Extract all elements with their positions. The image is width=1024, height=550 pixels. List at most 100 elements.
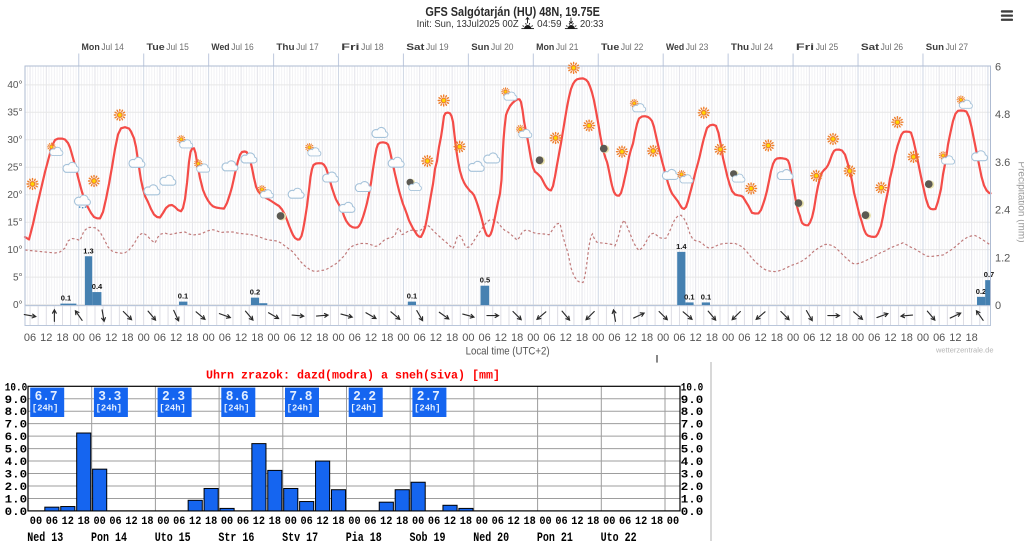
svg-text:[24h]: [24h] <box>287 403 314 413</box>
svg-text:06: 06 <box>364 516 376 528</box>
svg-text:00: 00 <box>348 516 360 528</box>
svg-text:Sob 19: Sob 19 <box>410 531 446 545</box>
svg-text:0.7: 0.7 <box>984 270 994 279</box>
svg-text:Fri: Fri <box>341 42 359 53</box>
svg-text:00: 00 <box>917 332 929 344</box>
svg-text:10°: 10° <box>7 245 22 256</box>
svg-text:18: 18 <box>186 332 198 344</box>
svg-text:Ned 20: Ned 20 <box>473 531 509 545</box>
svg-text:18: 18 <box>396 516 409 528</box>
svg-text:35°: 35° <box>7 108 22 119</box>
svg-text:4.0: 4.0 <box>681 457 704 469</box>
svg-text:Sat: Sat <box>861 42 880 53</box>
svg-text:0.1: 0.1 <box>61 294 71 303</box>
svg-text:5.0: 5.0 <box>5 445 28 457</box>
svg-text:12: 12 <box>125 516 137 528</box>
svg-text:18: 18 <box>316 332 328 344</box>
svg-text:12: 12 <box>316 516 328 528</box>
svg-text:3.0: 3.0 <box>5 470 28 482</box>
svg-text:Local time (UTC+2): Local time (UTC+2) <box>466 345 550 357</box>
svg-text:0.0: 0.0 <box>5 507 28 519</box>
svg-text:00: 00 <box>412 516 424 528</box>
svg-text:12: 12 <box>40 332 52 344</box>
svg-text:0.1: 0.1 <box>684 292 694 301</box>
svg-text:Sat: Sat <box>406 42 425 53</box>
svg-text:0.2: 0.2 <box>976 287 986 296</box>
svg-text:6.0: 6.0 <box>681 432 704 444</box>
svg-text:12: 12 <box>495 332 507 344</box>
svg-text:12: 12 <box>105 332 117 344</box>
svg-text:18: 18 <box>141 516 154 528</box>
svg-text:Jul 16: Jul 16 <box>231 42 254 53</box>
svg-text:Jul 17: Jul 17 <box>296 42 319 53</box>
svg-text:Jul 20: Jul 20 <box>491 42 514 53</box>
svg-text:06: 06 <box>237 516 249 528</box>
svg-text:00: 00 <box>397 332 409 344</box>
svg-text:06: 06 <box>284 332 296 344</box>
svg-text:5°: 5° <box>13 273 23 284</box>
svg-text:18: 18 <box>836 332 848 344</box>
svg-text:00: 00 <box>138 332 150 344</box>
svg-text:Pia 18: Pia 18 <box>346 531 382 545</box>
svg-text:12: 12 <box>235 332 247 344</box>
svg-text:06: 06 <box>673 332 685 344</box>
svg-text:2.0: 2.0 <box>681 482 704 494</box>
svg-text:18: 18 <box>460 516 473 528</box>
svg-text:Init: Sun, 13Jul2025 00Z: Init: Sun, 13Jul2025 00Z <box>417 19 519 30</box>
svg-text:18: 18 <box>251 332 263 344</box>
svg-text:00: 00 <box>462 332 474 344</box>
svg-text:18: 18 <box>511 332 523 344</box>
svg-text:Ned 13: Ned 13 <box>27 531 63 545</box>
svg-text:12: 12 <box>571 516 583 528</box>
svg-text:Precipitation (mm): Precipitation (mm) <box>1016 161 1024 242</box>
svg-text:Wed: Wed <box>666 42 684 53</box>
svg-text:Mon: Mon <box>82 42 100 53</box>
svg-text:7.0: 7.0 <box>681 420 704 432</box>
svg-text:12: 12 <box>884 332 896 344</box>
svg-text:00: 00 <box>787 332 799 344</box>
svg-text:00: 00 <box>267 332 279 344</box>
svg-text:25°: 25° <box>7 163 22 174</box>
svg-text:8.0: 8.0 <box>5 407 28 419</box>
svg-text:18: 18 <box>576 332 588 344</box>
svg-text:12: 12 <box>380 516 392 528</box>
svg-text:06: 06 <box>492 516 504 528</box>
svg-text:0.4: 0.4 <box>92 282 103 291</box>
svg-text:12: 12 <box>754 332 766 344</box>
svg-text:18: 18 <box>332 516 345 528</box>
svg-text:00: 00 <box>527 332 539 344</box>
svg-text:00: 00 <box>94 516 106 528</box>
svg-text:06: 06 <box>24 332 36 344</box>
svg-text:Tue: Tue <box>601 42 619 53</box>
svg-text:00: 00 <box>73 332 85 344</box>
svg-text:Jul 21: Jul 21 <box>556 42 579 53</box>
svg-text:12: 12 <box>170 332 182 344</box>
svg-text:15°: 15° <box>7 218 22 229</box>
svg-text:12: 12 <box>444 516 456 528</box>
svg-text:18: 18 <box>587 516 600 528</box>
svg-text:0.0: 0.0 <box>681 507 704 519</box>
svg-text:Pon 14: Pon 14 <box>91 531 127 545</box>
svg-text:12: 12 <box>365 332 377 344</box>
svg-text:18: 18 <box>966 332 978 344</box>
svg-text:1.2: 1.2 <box>995 252 1010 264</box>
svg-text:10.0: 10.0 <box>5 382 28 394</box>
svg-text:00: 00 <box>657 332 669 344</box>
svg-text:Jul 19: Jul 19 <box>426 42 449 53</box>
svg-text:06: 06 <box>89 332 101 344</box>
svg-text:06: 06 <box>154 332 166 344</box>
svg-text:12: 12 <box>819 332 831 344</box>
svg-text:4.0: 4.0 <box>5 457 28 469</box>
svg-text:[24h]: [24h] <box>223 403 250 413</box>
svg-text:2.0: 2.0 <box>5 482 28 494</box>
svg-text:[24h]: [24h] <box>96 403 123 413</box>
svg-text:Jul 23: Jul 23 <box>686 42 709 53</box>
svg-text:06: 06 <box>608 332 620 344</box>
svg-text:06: 06 <box>109 516 121 528</box>
svg-text:06: 06 <box>46 516 58 528</box>
svg-text:06: 06 <box>619 516 631 528</box>
svg-text:Uto 22: Uto 22 <box>601 531 637 545</box>
svg-text:40°: 40° <box>7 80 22 91</box>
svg-text:Jul 18: Jul 18 <box>361 42 384 53</box>
svg-text:0.1: 0.1 <box>407 292 417 301</box>
